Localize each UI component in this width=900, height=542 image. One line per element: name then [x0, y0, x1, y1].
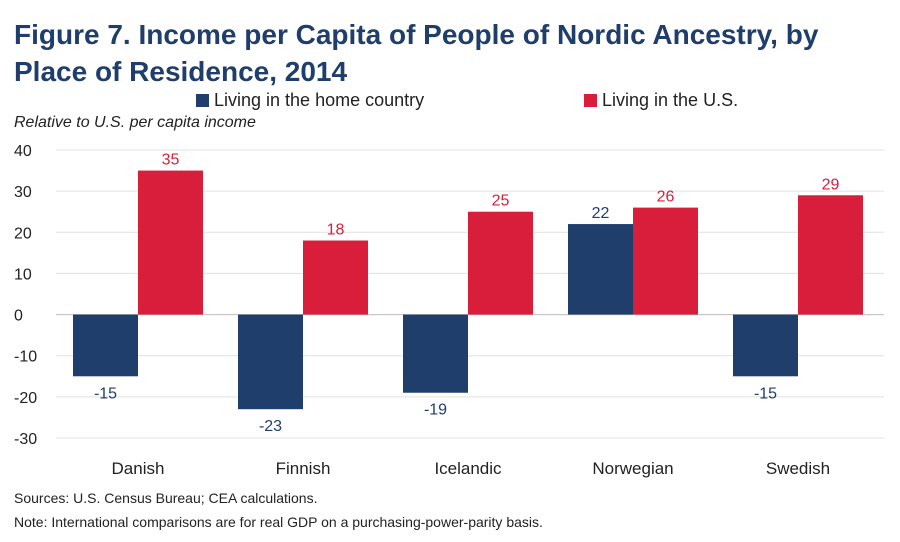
- x-tick-label: Norwegian: [592, 459, 673, 478]
- legend-item-us: Living in the U.S.: [584, 90, 738, 111]
- bar: [238, 314, 303, 410]
- y-tick-label: 0: [14, 308, 23, 325]
- bar: [303, 240, 368, 315]
- methodology-note: Note: International comparisons are for …: [14, 514, 543, 530]
- x-tick-label: Danish: [112, 459, 165, 478]
- legend: Living in the home country Living in the…: [0, 90, 900, 114]
- data-label: -15: [94, 385, 117, 402]
- y-tick-label: 10: [14, 266, 32, 283]
- x-tick-label: Finnish: [276, 459, 331, 478]
- data-label: 18: [327, 222, 345, 239]
- bar: [633, 207, 698, 315]
- data-label: -19: [424, 402, 447, 419]
- data-label: 35: [162, 152, 180, 169]
- y-tick-label: -30: [14, 431, 37, 448]
- legend-label-home-country: Living in the home country: [214, 90, 425, 110]
- data-label: 26: [657, 189, 675, 206]
- data-label: -15: [754, 385, 777, 402]
- x-tick-label: Icelandic: [434, 459, 502, 478]
- bar: [403, 314, 468, 393]
- data-label: -23: [259, 418, 282, 435]
- bar: [73, 314, 138, 377]
- legend-swatch-us: [584, 94, 597, 107]
- bar: [568, 224, 633, 315]
- bar: [138, 170, 203, 315]
- y-tick-label: 40: [14, 143, 32, 160]
- data-label: 29: [822, 176, 840, 193]
- legend-swatch-home-country: [196, 94, 209, 107]
- sources-note: Sources: U.S. Census Bureau; CEA calcula…: [14, 490, 318, 506]
- legend-item-home-country: Living in the home country: [196, 90, 424, 111]
- bar: [468, 211, 533, 315]
- y-tick-label: 20: [14, 225, 32, 242]
- bar: [798, 195, 863, 315]
- chart-title: Figure 7. Income per Capita of People of…: [14, 19, 819, 87]
- y-axis-label: Relative to U.S. per capita income: [14, 114, 256, 131]
- y-tick-label: -10: [14, 349, 37, 366]
- bar: [733, 314, 798, 377]
- data-label: 22: [592, 205, 610, 222]
- y-tick-label: -20: [14, 390, 37, 407]
- y-tick-label: 30: [14, 184, 32, 201]
- legend-label-us: Living in the U.S.: [602, 90, 739, 110]
- x-tick-label: Swedish: [766, 459, 830, 478]
- data-label: 25: [492, 193, 510, 210]
